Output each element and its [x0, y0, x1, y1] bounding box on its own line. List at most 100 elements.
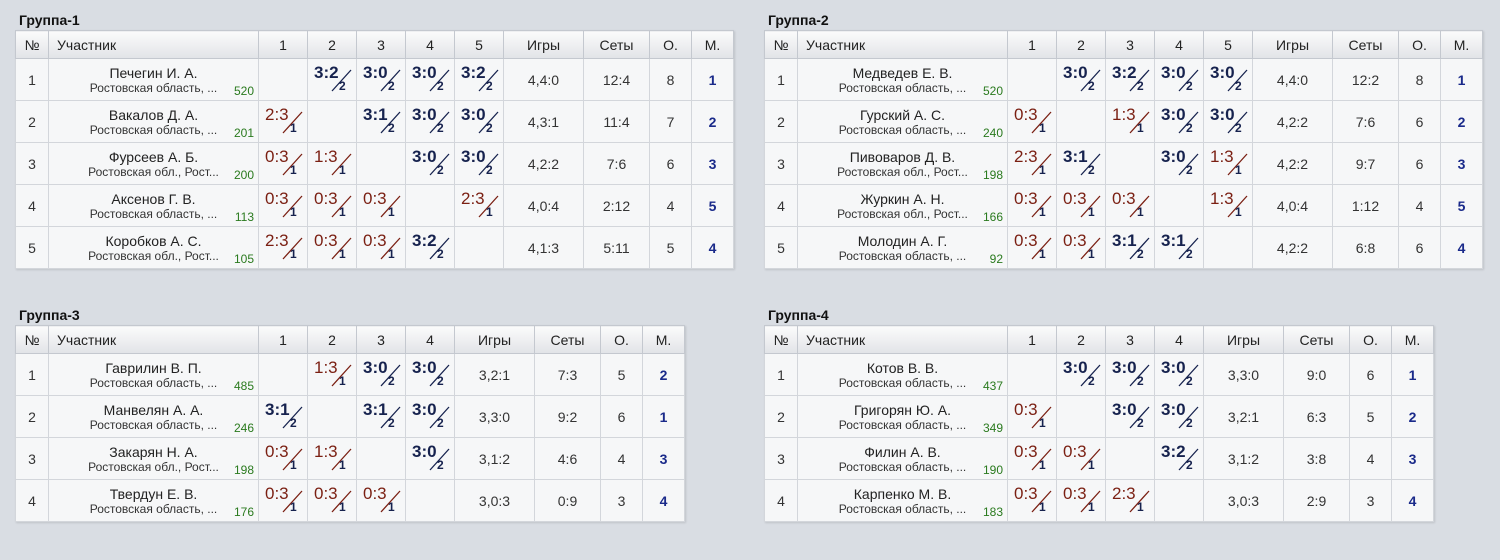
match-result-cell[interactable]: 3:1 2 — [1105, 226, 1155, 269]
participant-name[interactable]: Карпенко М. В. — [853, 486, 952, 502]
participant-cell[interactable]: Твердун Е. В. Ростовская область, ... 176 — [48, 479, 259, 522]
col-header-place[interactable]: М. — [1440, 30, 1483, 59]
col-header-opponent[interactable]: 4 — [1154, 325, 1204, 354]
col-header-place[interactable]: М. — [691, 30, 734, 59]
col-header-num[interactable]: № — [764, 325, 798, 354]
participant-name[interactable]: Филин А. В. — [864, 444, 941, 460]
participant-name[interactable]: Коробков А. С. — [105, 233, 202, 249]
col-header-opponent[interactable]: 3 — [1105, 325, 1155, 354]
match-result-cell[interactable]: 0:3 1 — [258, 437, 308, 480]
match-result-cell[interactable]: 0:3 1 — [356, 479, 406, 522]
match-result-cell[interactable]: 3:2 2 — [307, 58, 357, 101]
col-header-participant[interactable]: Участник — [48, 30, 259, 59]
participant-cell[interactable]: Коробков А. С. Ростовская обл., Рост... 10… — [48, 226, 259, 269]
match-result-cell[interactable]: 3:0 2 — [1154, 142, 1204, 185]
col-header-opponent[interactable]: 2 — [1056, 30, 1106, 59]
match-result-cell[interactable]: 3:1 2 — [356, 100, 406, 143]
col-header-opponent[interactable]: 3 — [1105, 30, 1155, 59]
col-header-points[interactable]: О. — [1398, 30, 1441, 59]
col-header-opponent[interactable]: 2 — [307, 30, 357, 59]
match-result-cell[interactable]: 0:3 1 — [1007, 184, 1057, 227]
match-result-cell[interactable]: 3:0 2 — [1154, 58, 1204, 101]
participant-name[interactable]: Вакалов Д. А. — [108, 107, 199, 123]
participant-name[interactable]: Гаврилин В. П. — [105, 360, 202, 376]
col-header-games[interactable]: Игры — [503, 30, 584, 59]
col-header-place[interactable]: М. — [1391, 325, 1434, 354]
match-result-cell[interactable]: 3:1 2 — [258, 395, 308, 438]
match-result-cell[interactable]: 3:0 2 — [1154, 353, 1204, 396]
col-header-games[interactable]: Игры — [454, 325, 535, 354]
match-result-cell[interactable]: 0:3 1 — [258, 479, 308, 522]
participant-cell[interactable]: Карпенко М. В. Ростовская область, ... 183 — [797, 479, 1008, 522]
match-result-cell[interactable]: 3:0 2 — [454, 100, 504, 143]
match-result-cell[interactable]: 2:3 1 — [454, 184, 504, 227]
col-header-place[interactable]: М. — [642, 325, 685, 354]
col-header-participant[interactable]: Участник — [797, 30, 1008, 59]
participant-cell[interactable]: Пивоваров Д. В. Ростовская обл., Рост... 1… — [797, 142, 1008, 185]
participant-cell[interactable]: Филин А. В. Ростовская область, ... 190 — [797, 437, 1008, 480]
match-result-cell[interactable]: 1:3 1 — [307, 142, 357, 185]
match-result-cell[interactable]: 3:0 2 — [1154, 395, 1204, 438]
col-header-points[interactable]: О. — [600, 325, 643, 354]
col-header-points[interactable]: О. — [649, 30, 692, 59]
participant-name[interactable]: Твердун Е. В. — [109, 486, 198, 502]
col-header-opponent[interactable]: 5 — [454, 30, 504, 59]
match-result-cell[interactable]: 3:0 2 — [405, 353, 455, 396]
match-result-cell[interactable]: 0:3 1 — [1056, 226, 1106, 269]
match-result-cell[interactable]: 3:2 2 — [1154, 437, 1204, 480]
match-result-cell[interactable]: 2:3 1 — [1105, 479, 1155, 522]
participant-cell[interactable]: Журкин А. Н. Ростовская обл., Рост... 166 — [797, 184, 1008, 227]
match-result-cell[interactable]: 3:0 2 — [405, 100, 455, 143]
match-result-cell[interactable]: 0:3 1 — [1007, 479, 1057, 522]
col-header-opponent[interactable]: 4 — [405, 30, 455, 59]
match-result-cell[interactable]: 0:3 1 — [356, 184, 406, 227]
match-result-cell[interactable]: 0:3 1 — [1007, 100, 1057, 143]
participant-name[interactable]: Гурский А. С. — [859, 107, 946, 123]
match-result-cell[interactable]: 3:0 2 — [1056, 353, 1106, 396]
match-result-cell[interactable]: 0:3 1 — [1056, 184, 1106, 227]
participant-cell[interactable]: Вакалов Д. А. Ростовская область, ... 201 — [48, 100, 259, 143]
match-result-cell[interactable]: 3:0 2 — [1105, 353, 1155, 396]
match-result-cell[interactable]: 3:0 2 — [356, 58, 406, 101]
match-result-cell[interactable]: 3:0 2 — [1105, 395, 1155, 438]
participant-name[interactable]: Манвелян А. А. — [103, 402, 204, 418]
match-result-cell[interactable]: 1:3 1 — [307, 437, 357, 480]
match-result-cell[interactable]: 0:3 1 — [307, 226, 357, 269]
col-header-opponent[interactable]: 1 — [1007, 325, 1057, 354]
participant-name[interactable]: Печегин И. А. — [109, 65, 198, 81]
match-result-cell[interactable]: 3:2 2 — [405, 226, 455, 269]
col-header-opponent[interactable]: 4 — [1154, 30, 1204, 59]
match-result-cell[interactable]: 3:1 2 — [1154, 226, 1204, 269]
col-header-opponent[interactable]: 3 — [356, 325, 406, 354]
participant-cell[interactable]: Молодин А. Г. Ростовская область, ... 92 — [797, 226, 1008, 269]
match-result-cell[interactable]: 3:1 2 — [1056, 142, 1106, 185]
match-result-cell[interactable]: 2:3 1 — [258, 100, 308, 143]
col-header-sets[interactable]: Сеты — [534, 325, 601, 354]
participant-name[interactable]: Медведев Е. В. — [852, 65, 953, 81]
participant-name[interactable]: Григорян Ю. А. — [854, 402, 951, 418]
col-header-sets[interactable]: Сеты — [1283, 325, 1350, 354]
participant-name[interactable]: Журкин А. Н. — [860, 191, 945, 207]
participant-name[interactable]: Аксенов Г. В. — [111, 191, 196, 207]
col-header-games[interactable]: Игры — [1252, 30, 1333, 59]
participant-name[interactable]: Фурсеев А. Б. — [108, 149, 199, 165]
participant-cell[interactable]: Григорян Ю. А. Ростовская область, ... 349 — [797, 395, 1008, 438]
col-header-sets[interactable]: Сеты — [583, 30, 650, 59]
match-result-cell[interactable]: 0:3 1 — [1007, 395, 1057, 438]
participant-cell[interactable]: Манвелян А. А. Ростовская область, ... 246 — [48, 395, 259, 438]
match-result-cell[interactable]: 3:0 2 — [454, 142, 504, 185]
match-result-cell[interactable]: 3:0 2 — [1154, 100, 1204, 143]
match-result-cell[interactable]: 1:3 1 — [1105, 100, 1155, 143]
col-header-opponent[interactable]: 1 — [258, 325, 308, 354]
match-result-cell[interactable]: 3:2 2 — [454, 58, 504, 101]
match-result-cell[interactable]: 1:3 1 — [307, 353, 357, 396]
match-result-cell[interactable]: 3:2 2 — [1105, 58, 1155, 101]
match-result-cell[interactable]: 0:3 1 — [1007, 226, 1057, 269]
match-result-cell[interactable]: 0:3 1 — [307, 184, 357, 227]
participant-cell[interactable]: Медведев Е. В. Ростовская область, ... 520 — [797, 58, 1008, 101]
col-header-opponent[interactable]: 2 — [307, 325, 357, 354]
col-header-opponent[interactable]: 4 — [405, 325, 455, 354]
participant-cell[interactable]: Фурсеев А. Б. Ростовская обл., Рост... 200 — [48, 142, 259, 185]
col-header-participant[interactable]: Участник — [48, 325, 259, 354]
col-header-sets[interactable]: Сеты — [1332, 30, 1399, 59]
